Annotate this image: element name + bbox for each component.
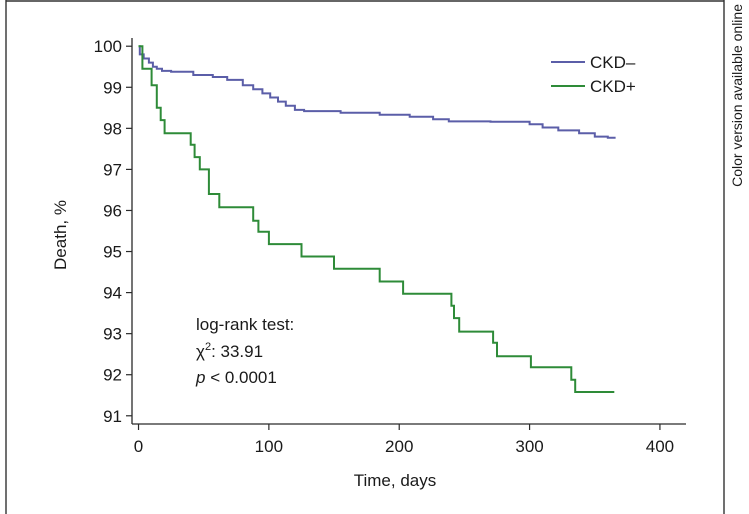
series-line-ckd-plus [138,45,615,393]
y-tick-label: 91 [103,407,122,426]
legend: CKD– CKD+ [551,53,636,96]
color-version-note: Color version available online [729,4,745,187]
y-tick-label: 94 [103,284,122,303]
y-tick-label: 100 [94,37,122,56]
y-tick-label: 95 [103,243,122,262]
x-tick-label: 0 [134,437,143,456]
series-lines [138,45,616,393]
x-tick-label: 400 [646,437,674,456]
x-tick-label: 100 [255,437,283,456]
annotation-line-logrank: log-rank test: [196,315,294,334]
y-tick-label: 98 [103,119,122,138]
annotation-line-p: p < 0.0001 [195,368,277,387]
y-tick-label: 97 [103,160,122,179]
y-tick-label: 96 [103,201,122,220]
y-axis-label: Death, % [51,200,70,270]
x-axis-label: Time, days [354,471,437,490]
annotation-chi-exponent: 2 [205,341,211,353]
y-tick-label: 92 [103,366,122,385]
annotation-line-chi: χ2: 33.91 [196,341,263,361]
y-tick-label: 99 [103,78,122,97]
x-axis-ticks: 0 100 200 300 400 [134,424,674,456]
x-tick-label: 300 [515,437,543,456]
y-axis-ticks: 91 92 93 94 95 96 97 98 99 100 [94,37,132,426]
legend-label-ckd-plus: CKD+ [590,77,636,96]
annotation-chi-symbol: χ [196,342,205,361]
y-tick-label: 93 [103,325,122,344]
annotation-p-value: < 0.0001 [205,368,276,387]
series-line-ckd-minus [138,45,616,139]
x-tick-label: 200 [385,437,413,456]
stats-annotation: log-rank test: χ2: 33.91 p < 0.0001 [195,315,294,387]
annotation-chi-value: : 33.91 [211,342,263,361]
annotation-p-symbol: p [195,368,205,387]
legend-label-ckd-minus: CKD– [590,53,636,72]
